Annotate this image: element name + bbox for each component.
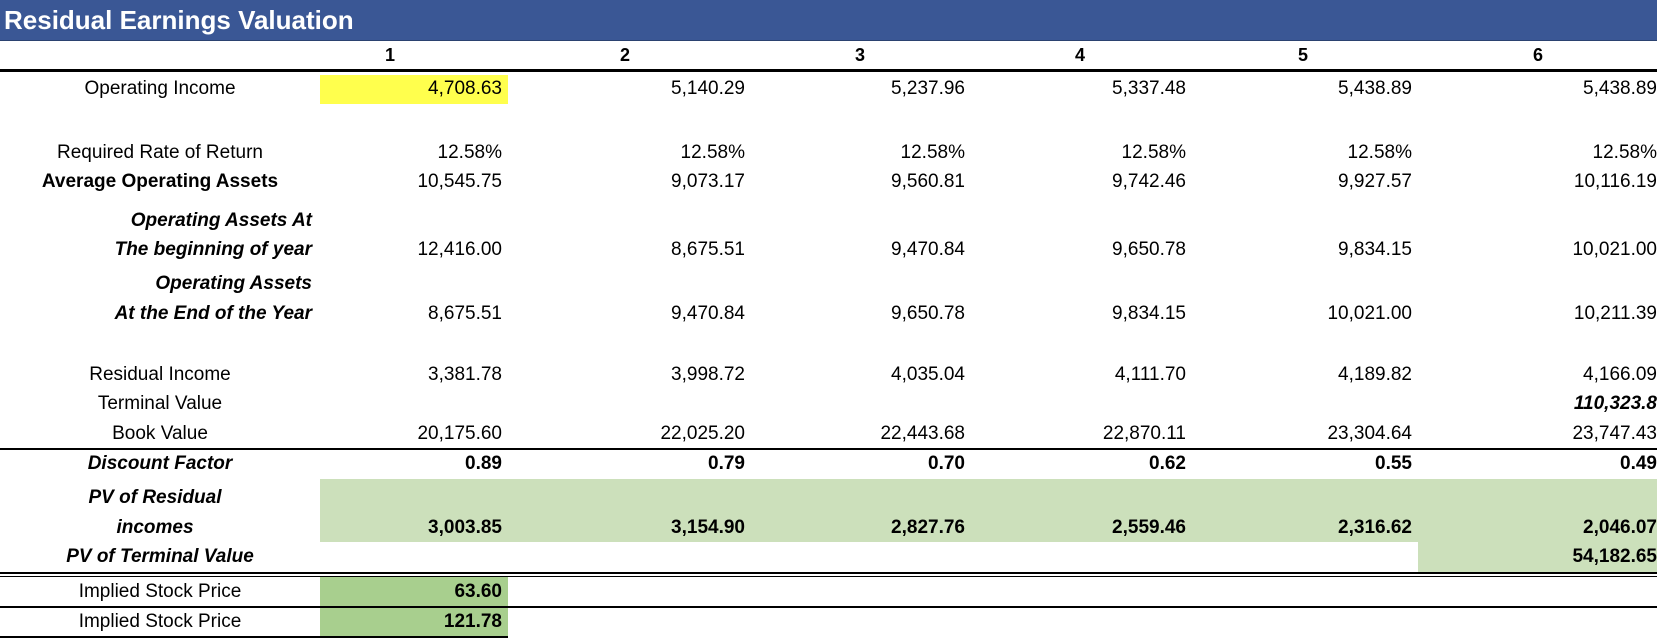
op-assets-end-4: 9,834.15 — [1112, 303, 1186, 324]
op-assets-begin-label-line2: The beginning of year — [114, 239, 312, 260]
required-rate-label: Required Rate of Return — [57, 142, 263, 163]
operating-income-highlight — [320, 75, 508, 104]
pv-terminal-label: PV of Terminal Value — [66, 546, 254, 567]
op-assets-begin-6: 10,021.00 — [1572, 239, 1657, 260]
discount-factor-2: 0.79 — [708, 453, 745, 474]
implied-price-2-value: 121.78 — [443, 611, 502, 632]
op-assets-end-2: 9,470.84 — [671, 303, 745, 324]
pv-residual-label-line1: PV of Residual — [88, 487, 222, 508]
required-rate-6: 12.58% — [1592, 142, 1657, 163]
op-assets-end-5: 10,021.00 — [1327, 303, 1412, 324]
discount-factor-1: 0.89 — [465, 453, 502, 474]
terminal-value-label: Terminal Value — [97, 393, 223, 414]
avg-operating-assets-1: 10,545.75 — [417, 171, 502, 192]
sheet-title: Residual Earnings Valuation — [4, 5, 354, 35]
op-assets-begin-4: 9,650.78 — [1112, 239, 1186, 260]
residual-income-6: 4,166.09 — [1583, 364, 1657, 385]
required-rate-5: 12.58% — [1347, 142, 1412, 163]
pv-residual-2: 3,154.90 — [671, 517, 745, 538]
op-assets-begin-label-line1: Operating Assets At — [130, 210, 312, 231]
pv-residual-5: 2,316.62 — [1338, 517, 1412, 538]
op-assets-begin-3: 9,470.84 — [891, 239, 965, 260]
op-assets-end-label-line1: Operating Assets — [155, 273, 312, 294]
book-value-label: Book Value — [112, 423, 208, 444]
op-assets-begin-1: 12,416.00 — [417, 239, 502, 260]
avg-operating-assets-5: 9,927.57 — [1338, 171, 1412, 192]
pv-terminal-divider-top — [0, 572, 1657, 574]
implied-price-1-label: Implied Stock Price — [78, 581, 242, 602]
column-header-2: 2 — [620, 45, 631, 65]
column-header-3: 3 — [855, 45, 866, 65]
discount-factor-4: 0.62 — [1149, 453, 1186, 474]
required-rate-4: 12.58% — [1121, 142, 1186, 163]
implied-price-1-fill — [320, 577, 508, 606]
pv-residual-fill — [320, 479, 1657, 542]
pv-terminal-divider-bottom — [0, 576, 1657, 577]
book-value-2: 22,025.20 — [660, 423, 745, 444]
pv-residual-3: 2,827.76 — [891, 517, 965, 538]
residual-income-3: 4,035.04 — [891, 364, 965, 385]
op-assets-end-label-line2: At the End of the Year — [114, 303, 312, 324]
implied-price-2-label: Implied Stock Price — [78, 611, 242, 632]
avg-operating-assets-3: 9,560.81 — [891, 171, 965, 192]
required-rate-3: 12.58% — [900, 142, 965, 163]
discount-factor-6: 0.49 — [1620, 453, 1657, 474]
op-assets-end-3: 9,650.78 — [891, 303, 965, 324]
op-assets-end-6: 10,211.39 — [1573, 303, 1657, 324]
operating-income-2: 5,140.29 — [671, 78, 745, 99]
op-assets-begin-5: 9,834.15 — [1338, 239, 1412, 260]
header-divider — [0, 69, 1657, 72]
implied-price-bottom-border — [0, 636, 508, 638]
operating-income-3: 5,237.96 — [891, 78, 965, 99]
operating-income-label: Operating Income — [84, 78, 236, 99]
pv-terminal-fill — [1418, 542, 1657, 572]
column-header-4: 4 — [1075, 45, 1086, 65]
residual-income-1: 3,381.78 — [428, 364, 502, 385]
book-value-4: 22,870.11 — [1102, 423, 1186, 444]
avg-operating-assets-6: 10,116.19 — [1573, 171, 1657, 192]
book-value-5: 23,304.64 — [1327, 423, 1412, 444]
pv-residual-1: 3,003.85 — [428, 517, 502, 538]
pv-residual-6: 2,046.07 — [1583, 517, 1657, 538]
implied-price-2-fill — [320, 607, 508, 636]
op-assets-begin-2: 8,675.51 — [671, 239, 745, 260]
residual-income-4: 4,111.70 — [1114, 364, 1186, 385]
pv-residual-label-line2: incomes — [116, 517, 194, 538]
operating-income-4: 5,337.48 — [1112, 78, 1186, 99]
operating-income-1: 4,708.63 — [428, 78, 502, 99]
residual-income-label: Residual Income — [89, 364, 231, 385]
book-value-3: 22,443.68 — [880, 423, 965, 444]
avg-operating-assets-4: 9,742.46 — [1112, 171, 1186, 192]
operating-income-5: 5,438.89 — [1338, 78, 1412, 99]
column-header-5: 5 — [1298, 45, 1309, 65]
book-value-6: 23,747.43 — [1572, 423, 1657, 444]
op-assets-end-1: 8,675.51 — [428, 303, 502, 324]
implied-price-1-value: 63.60 — [454, 581, 502, 602]
terminal-value-6: 110,323.8 — [1573, 393, 1657, 414]
required-rate-2: 12.58% — [680, 142, 745, 163]
discount-factor-5: 0.55 — [1375, 453, 1412, 474]
pv-residual-4: 2,559.46 — [1112, 517, 1186, 538]
residual-income-2: 3,998.72 — [671, 364, 745, 385]
column-header-6: 6 — [1533, 45, 1544, 65]
pv-terminal-6: 54,182.65 — [1572, 546, 1657, 567]
column-header-1: 1 — [385, 45, 396, 65]
residual-income-5: 4,189.82 — [1338, 364, 1412, 385]
avg-operating-assets-label: Average Operating Assets — [41, 171, 279, 192]
discount-factor-3: 0.70 — [928, 453, 965, 474]
implied-price-divider — [0, 606, 1657, 608]
title-bar: Residual Earnings Valuation — [0, 0, 1657, 41]
required-rate-1: 12.58% — [437, 142, 502, 163]
discount-factor-label: Discount Factor — [87, 453, 233, 474]
operating-income-6: 5,438.89 — [1583, 78, 1657, 99]
book-value-1: 20,175.60 — [417, 423, 502, 444]
book-value-divider — [0, 448, 1657, 450]
avg-operating-assets-2: 9,073.17 — [671, 171, 745, 192]
